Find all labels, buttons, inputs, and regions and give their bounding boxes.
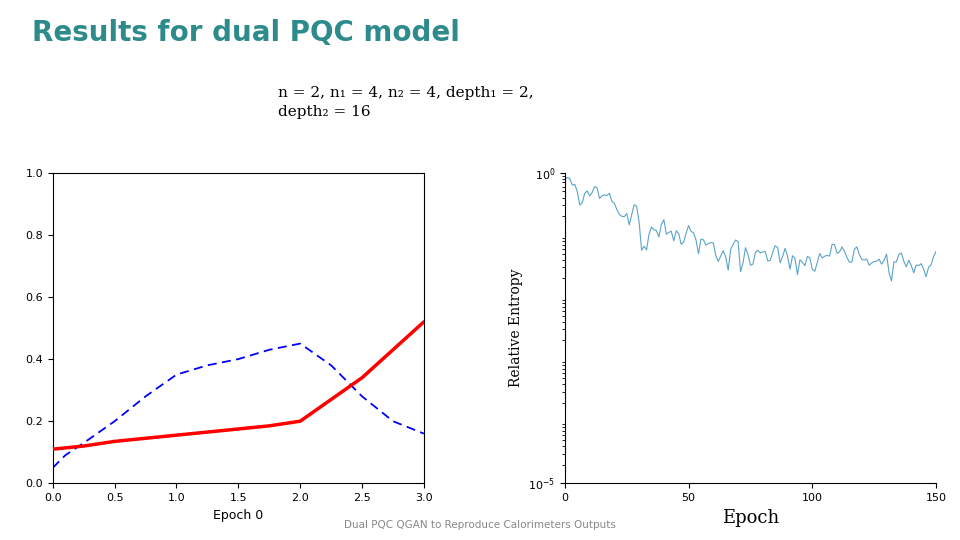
Text: Results for dual PQC model: Results for dual PQC model bbox=[32, 19, 460, 47]
Text: Dual PQC QGAN to Reproduce Calorimeters Outputs: Dual PQC QGAN to Reproduce Calorimeters … bbox=[344, 520, 616, 530]
Y-axis label: Relative Entropy: Relative Entropy bbox=[509, 269, 522, 387]
X-axis label: Epoch: Epoch bbox=[722, 509, 780, 526]
Text: n = 2, n₁ = 4, n₂ = 4, depth₁ = 2,
depth₂ = 16: n = 2, n₁ = 4, n₂ = 4, depth₁ = 2, depth… bbox=[278, 86, 534, 119]
X-axis label: Epoch 0: Epoch 0 bbox=[213, 509, 263, 522]
